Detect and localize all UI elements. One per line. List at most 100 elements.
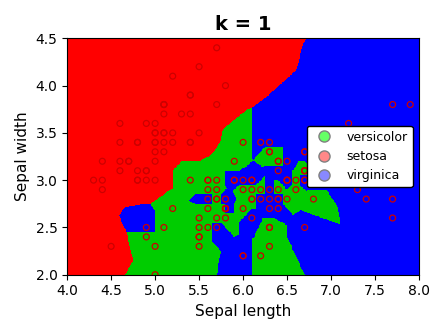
Point <box>363 196 370 202</box>
Point <box>239 187 247 192</box>
Point <box>239 253 247 259</box>
Point <box>160 102 167 107</box>
Point <box>248 177 255 183</box>
Point <box>257 187 264 192</box>
Point <box>169 73 176 79</box>
Point <box>213 45 220 50</box>
Point <box>336 177 344 183</box>
Point <box>222 206 229 211</box>
Point <box>257 196 264 202</box>
Point <box>275 159 282 164</box>
Point <box>160 102 167 107</box>
Point <box>248 177 255 183</box>
Point <box>345 121 352 126</box>
Point <box>213 196 220 202</box>
Point <box>248 177 255 183</box>
Point <box>301 168 308 173</box>
Point <box>319 168 326 173</box>
Point <box>301 149 308 154</box>
Point <box>345 159 352 164</box>
Point <box>117 159 124 164</box>
Point <box>178 111 185 117</box>
Point <box>239 206 247 211</box>
Point <box>266 225 273 230</box>
Point <box>283 177 291 183</box>
Point <box>143 234 150 239</box>
Point <box>301 168 308 173</box>
Title: k = 1: k = 1 <box>215 15 271 34</box>
Point <box>292 177 299 183</box>
Point <box>152 130 159 136</box>
Point <box>204 177 211 183</box>
Point <box>187 140 194 145</box>
Point <box>134 168 141 173</box>
Point <box>169 206 176 211</box>
Point <box>99 187 106 192</box>
Point <box>213 215 220 221</box>
Point <box>213 196 220 202</box>
Point <box>222 196 229 202</box>
Point <box>143 225 150 230</box>
Point <box>160 140 167 145</box>
Point <box>266 225 273 230</box>
Point <box>319 159 326 164</box>
Point <box>275 159 282 164</box>
Point <box>319 168 326 173</box>
Point <box>301 177 308 183</box>
Point <box>319 168 326 173</box>
Point <box>301 225 308 230</box>
Point <box>283 196 291 202</box>
Point <box>257 253 264 259</box>
Point <box>187 177 194 183</box>
Point <box>204 225 211 230</box>
Point <box>248 187 255 192</box>
Point <box>222 206 229 211</box>
Legend: versicolor, setosa, virginica: versicolor, setosa, virginica <box>307 126 413 187</box>
Point <box>195 234 202 239</box>
Point <box>239 177 247 183</box>
Point <box>275 159 282 164</box>
Point <box>222 83 229 88</box>
Point <box>169 130 176 136</box>
Point <box>222 206 229 211</box>
Point <box>187 93 194 98</box>
Point <box>195 244 202 249</box>
Point <box>160 149 167 154</box>
Point <box>160 130 167 136</box>
Point <box>143 121 150 126</box>
Point <box>389 102 396 107</box>
Point <box>283 177 291 183</box>
Point <box>160 130 167 136</box>
Point <box>389 177 396 183</box>
Point <box>195 64 202 69</box>
Point <box>319 168 326 173</box>
Point <box>301 168 308 173</box>
Point <box>345 177 352 183</box>
Point <box>143 168 150 173</box>
Point <box>125 159 132 164</box>
Point <box>275 196 282 202</box>
Point <box>292 187 299 192</box>
Point <box>99 177 106 183</box>
Point <box>301 177 308 183</box>
Point <box>213 102 220 107</box>
Point <box>187 93 194 98</box>
Point <box>134 177 141 183</box>
Point <box>169 140 176 145</box>
Point <box>266 225 273 230</box>
Point <box>275 187 282 192</box>
Point <box>160 111 167 117</box>
Point <box>160 225 167 230</box>
Point <box>222 206 229 211</box>
Point <box>152 177 159 183</box>
Point <box>283 159 291 164</box>
Point <box>239 140 247 145</box>
Point <box>125 159 132 164</box>
Point <box>90 177 97 183</box>
Point <box>195 234 202 239</box>
Point <box>266 149 273 154</box>
Point <box>195 215 202 221</box>
Point <box>134 177 141 183</box>
Point <box>248 196 255 202</box>
Point <box>266 140 273 145</box>
